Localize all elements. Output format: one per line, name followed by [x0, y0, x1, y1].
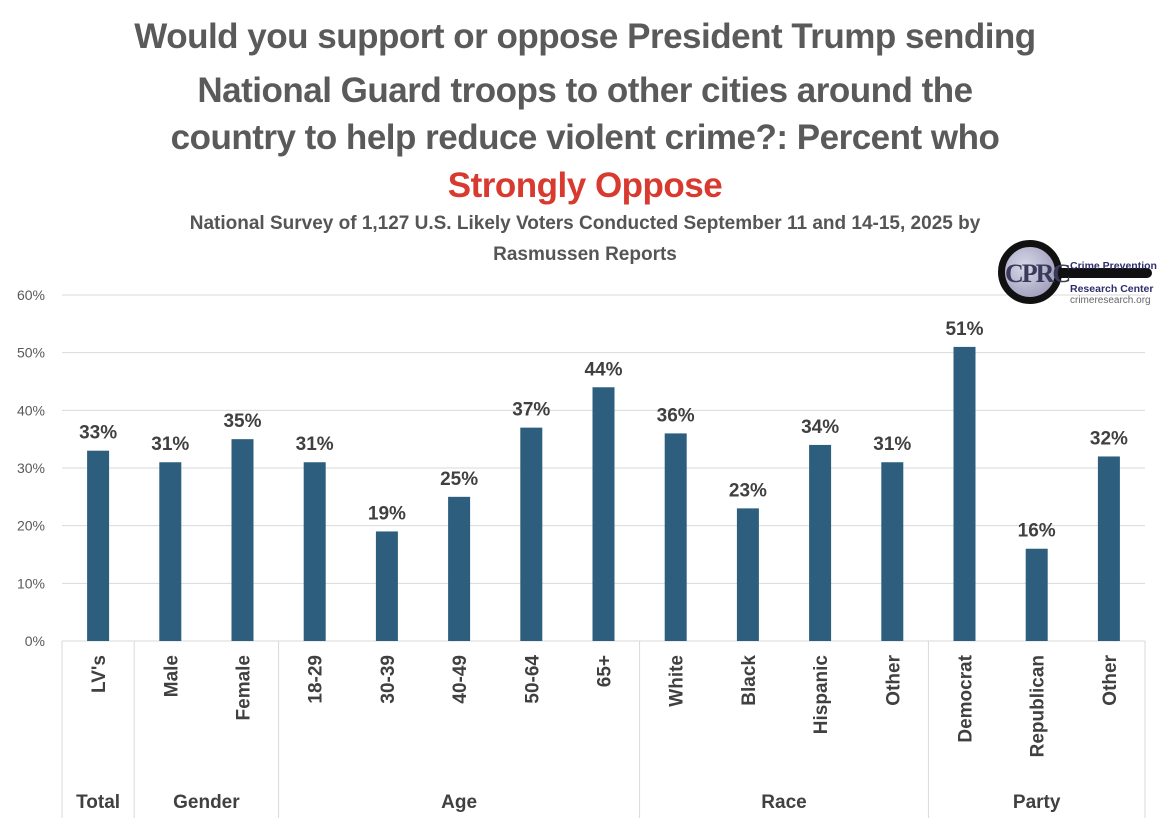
group-label: Total [76, 792, 120, 813]
bar [592, 387, 615, 641]
x-tick-label: Female [234, 655, 255, 720]
data-label: 35% [223, 411, 261, 432]
logo-line-1: Crime Prevention [1070, 260, 1157, 272]
bar [736, 508, 759, 641]
bar [87, 450, 110, 641]
x-tick-label: White [667, 655, 688, 707]
cprc-logo: CPRC Crime Prevention Research Center cr… [996, 240, 1157, 320]
chart-subtitle-line-2: Rasmussen Reports [493, 244, 677, 265]
bar [231, 439, 254, 641]
chart-title-line-1: Would you support or oppose President Tr… [134, 17, 1036, 56]
x-tick-label: Other [1100, 654, 1121, 705]
y-tick-label: 10% [17, 575, 45, 591]
x-tick-label: 30-39 [378, 655, 399, 704]
group-label: Age [441, 792, 477, 813]
x-tick-label: LV's [89, 655, 110, 693]
bar [303, 462, 326, 641]
data-label: 33% [79, 423, 117, 444]
y-tick-label: 30% [17, 460, 45, 476]
group-label: Gender [173, 792, 240, 813]
data-label: 31% [873, 434, 911, 455]
bar [448, 496, 471, 641]
data-label: 34% [801, 417, 839, 438]
bar [1097, 456, 1120, 641]
data-label: 31% [151, 434, 189, 455]
x-tick-label: 40-49 [450, 655, 471, 704]
y-tick-label: 60% [17, 287, 45, 303]
bar [664, 433, 687, 641]
bar [953, 346, 976, 641]
x-tick-label: Republican [1028, 655, 1049, 757]
group-label: Race [761, 792, 806, 813]
chart-title-highlight: Strongly Oppose [447, 166, 723, 205]
logo-initials: CPRC [1005, 259, 1071, 288]
x-tick-label: Hispanic [811, 655, 832, 735]
data-label: 51% [945, 319, 983, 340]
bar [1025, 548, 1048, 641]
bar [881, 462, 904, 641]
data-label: 44% [584, 359, 622, 380]
group-label: Party [1013, 792, 1061, 813]
logo-line-2: Research Center [1070, 283, 1154, 295]
chart-title-line-2: National Guard troops to other cities ar… [197, 71, 973, 110]
y-tick-label: 40% [17, 402, 45, 418]
magnifier-lens-icon: CPRC [998, 240, 1071, 304]
bar [809, 444, 832, 641]
logo-url: crimeresearch.org [1070, 295, 1151, 306]
data-label: 32% [1090, 428, 1128, 449]
x-tick-label: Male [161, 655, 182, 697]
y-tick-label: 20% [17, 518, 45, 534]
chart-title-line-3: country to help reduce violent crime?: P… [170, 118, 1000, 157]
x-tick-label: 50-64 [522, 655, 543, 704]
data-label: 19% [368, 503, 406, 524]
magnifier-handle-icon [1056, 268, 1152, 278]
bar [520, 427, 543, 641]
x-tick-label: Other [883, 654, 904, 705]
data-label: 23% [729, 480, 767, 501]
data-label: 36% [657, 405, 695, 426]
data-label: 16% [1018, 521, 1056, 542]
x-tick-label: 65+ [595, 655, 616, 687]
x-tick-label: 18-29 [306, 655, 327, 704]
data-label: 37% [512, 400, 550, 421]
data-label: 31% [296, 434, 334, 455]
bar [375, 531, 398, 641]
y-tick-label: 50% [17, 345, 45, 361]
y-tick-label: 0% [25, 633, 45, 649]
x-tick-label: Black [739, 655, 760, 706]
x-tick-label: Democrat [956, 654, 977, 742]
data-label: 25% [440, 469, 478, 490]
bar [159, 462, 182, 641]
chart-subtitle-line-1: National Survey of 1,127 U.S. Likely Vot… [189, 213, 981, 234]
